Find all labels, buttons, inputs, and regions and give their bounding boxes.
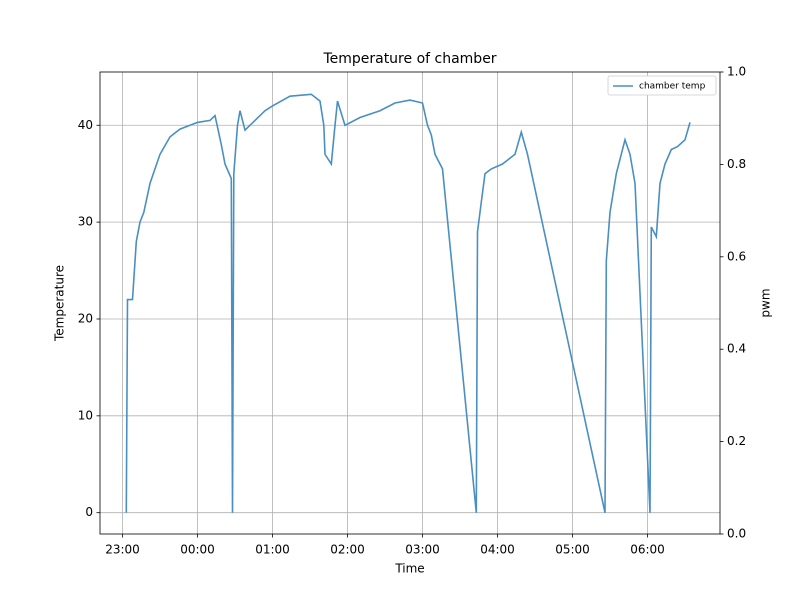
y2-tick-label: 0.2	[727, 434, 746, 448]
x-tick-label: 03:00	[405, 543, 440, 557]
y-tick-label: 30	[78, 215, 93, 229]
x-tick-label: 23:00	[105, 543, 140, 557]
y-axis-label: Temperature	[53, 265, 67, 342]
axes-frame	[99, 71, 721, 535]
y-tick-label: 40	[78, 118, 93, 132]
y2-axis-label: pwm	[759, 288, 773, 317]
x-axis-label: Time	[394, 562, 424, 576]
legend-label: chamber temp	[639, 82, 706, 92]
x-tick-label: 04:00	[480, 543, 515, 557]
x-tick-label: 00:00	[180, 543, 215, 557]
y-tick-label: 20	[78, 311, 93, 325]
legend-box	[607, 75, 717, 96]
data-line	[125, 93, 691, 513]
x-tick-label: 06:00	[630, 543, 665, 557]
y2-tick-label: 0.8	[727, 157, 746, 171]
x-tick-label: 01:00	[255, 543, 290, 557]
y2-tick-label: 0.4	[727, 342, 746, 356]
y2-tick-label: 1.0	[727, 65, 746, 79]
x-tick-label: 05:00	[555, 543, 590, 557]
y2-tick-label: 0.0	[727, 527, 746, 541]
y2-tick-label: 0.6	[727, 249, 746, 263]
chart-title: Temperature of chamber	[322, 51, 496, 67]
x-tick-label: 02:00	[330, 543, 365, 557]
y-tick-label: 0	[85, 505, 93, 519]
y-tick-label: 10	[78, 408, 93, 422]
